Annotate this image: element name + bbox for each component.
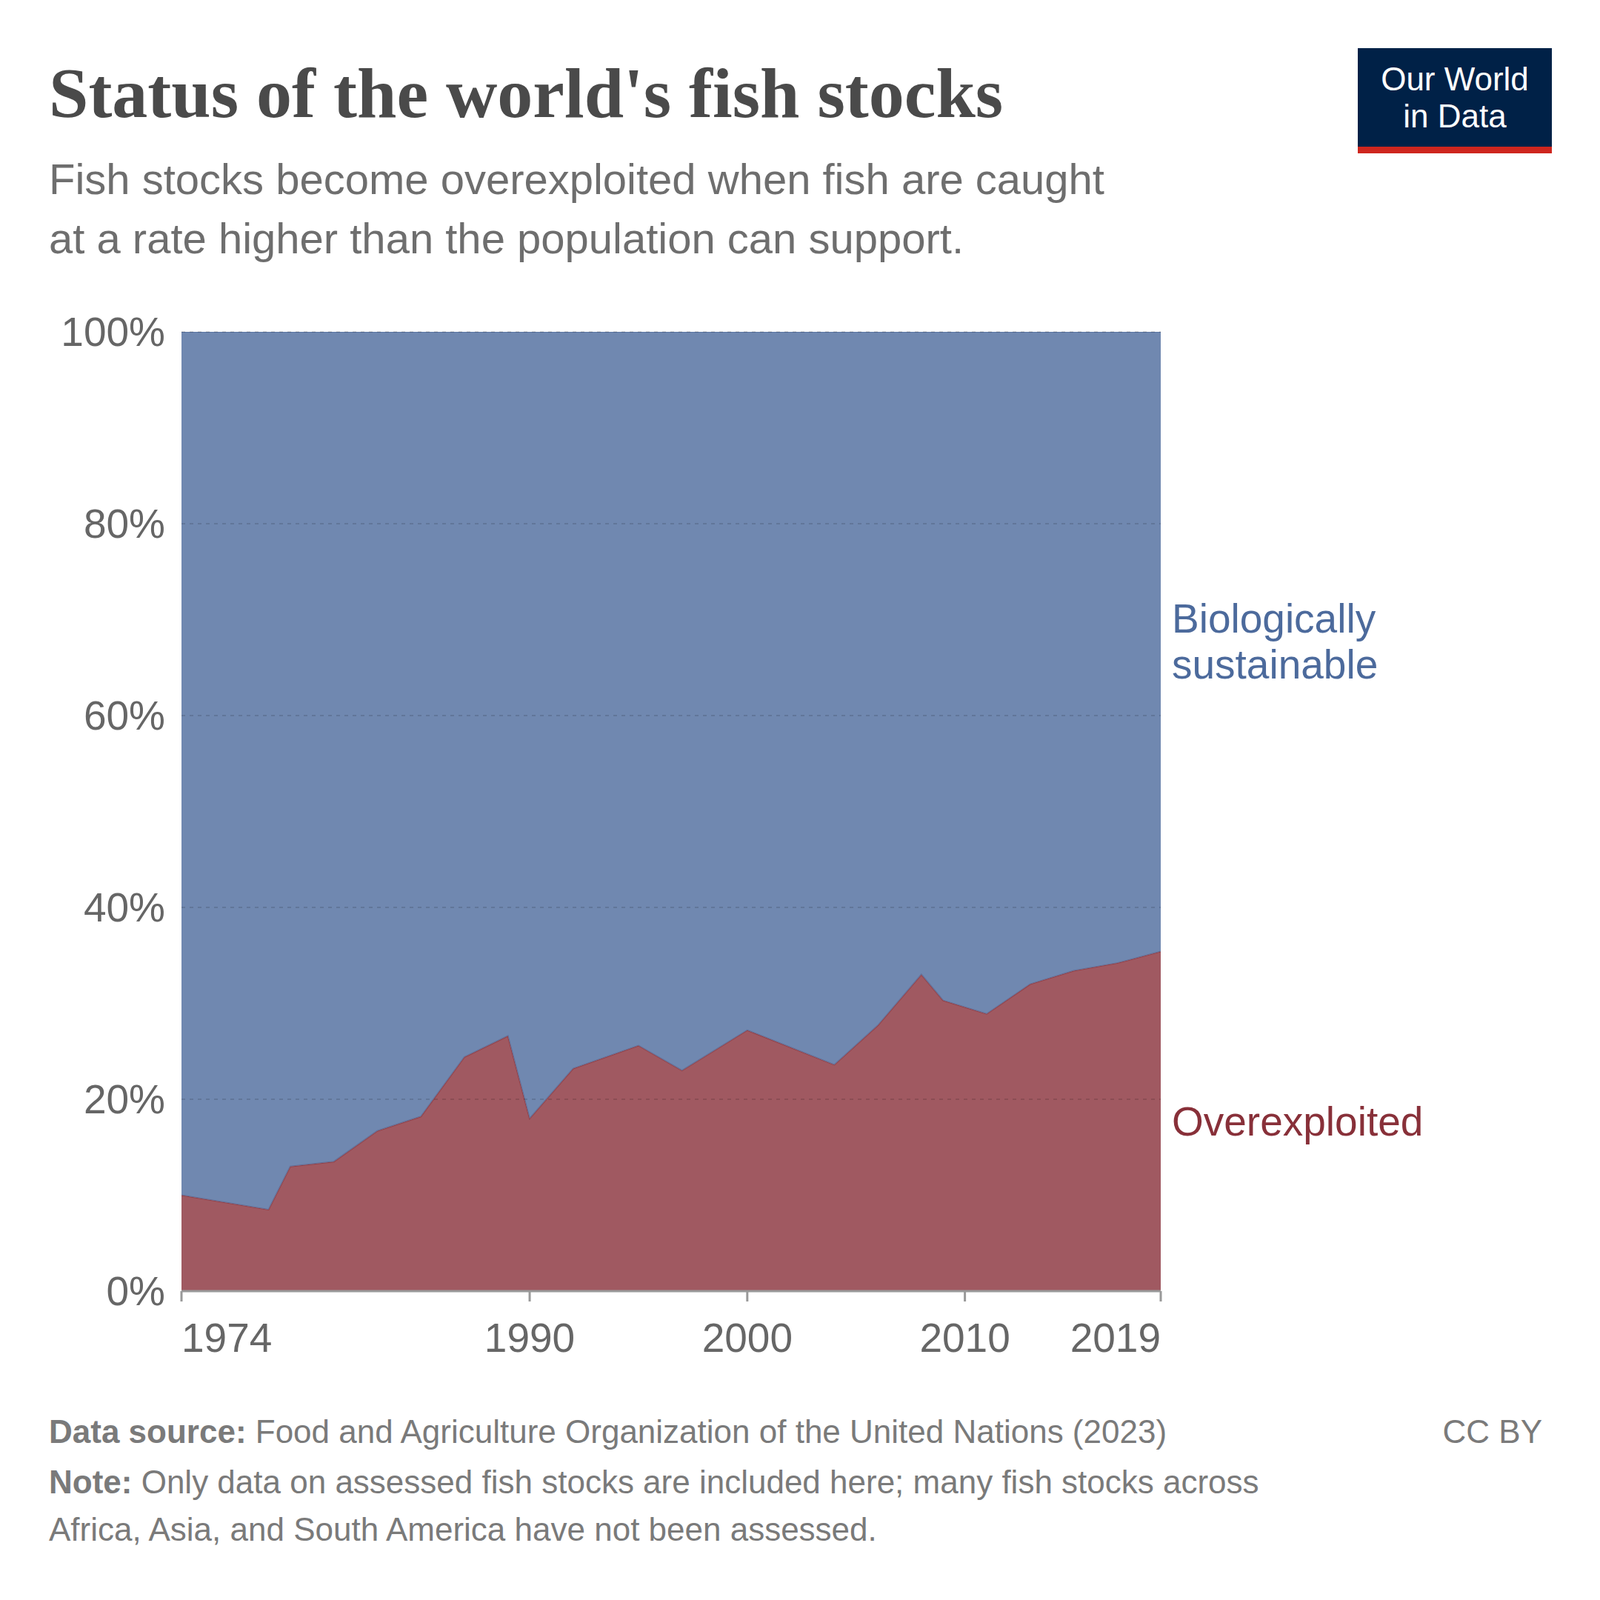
source-label: Data source: (48, 1413, 247, 1450)
grid-line (181, 906, 1161, 909)
x-tick (963, 1291, 966, 1302)
title: Status of the world's fish stocks (48, 53, 1003, 133)
x-axis (181, 1290, 1161, 1293)
x-tick (528, 1291, 532, 1302)
series-label-line: Overexploited (1171, 1098, 1423, 1145)
note: Note: Only data on assessed fish stocks … (48, 1463, 1260, 1500)
source: Data source: Food and Agriculture Organi… (48, 1413, 1167, 1450)
note-text: Africa, Asia, and South America have not… (48, 1511, 878, 1548)
y-tick-label: 40% (83, 884, 166, 931)
note-label: Note: (48, 1463, 142, 1500)
source-text: Food and Agriculture Organization of the… (246, 1413, 1168, 1450)
logo-text: Our World (1380, 60, 1529, 98)
x-tick-label: 2000 (702, 1314, 793, 1361)
chart: Status of the world's fish stocks Fish st… (0, 0, 1600, 1600)
series-label: Overexploited (1171, 1098, 1423, 1145)
y-tick-label: 80% (83, 500, 166, 547)
series-label-line: sustainable (1171, 641, 1378, 688)
y-tick-label: 100% (60, 308, 166, 355)
series-label: Biologicallysustainable (1171, 595, 1378, 688)
x-tick (745, 1291, 749, 1302)
logo-text: in Data (1402, 97, 1507, 135)
area-edge (181, 331, 1161, 333)
y-tick-label: 0% (106, 1268, 166, 1315)
grid-line (181, 714, 1161, 717)
subtitle: at a rate higher than the population can… (48, 214, 964, 263)
x-tick (180, 1291, 183, 1302)
area (181, 331, 1161, 1210)
y-tick-label: 20% (83, 1076, 166, 1123)
note: Africa, Asia, and South America have not… (48, 1511, 878, 1548)
x-tick-label: 2019 (1070, 1314, 1161, 1361)
x-tick-label: 1974 (181, 1314, 272, 1361)
grid-line (181, 331, 1161, 333)
x-tick (1160, 1291, 1163, 1302)
x-tick-label: 1990 (484, 1314, 575, 1361)
license: CC BY (1442, 1413, 1543, 1450)
plot-area (181, 331, 1161, 1292)
grid-line (181, 1098, 1161, 1100)
x-tick-label: 2010 (919, 1314, 1010, 1361)
subtitle: Fish stocks become overexploited when fi… (48, 154, 1105, 203)
logo-bar (1357, 146, 1552, 154)
grid-line (181, 522, 1161, 525)
logo-box (1357, 48, 1552, 147)
grid-line (181, 1290, 1161, 1292)
series-label-line: Biologically (1171, 595, 1377, 642)
y-tick-label: 60% (83, 692, 166, 739)
note-text: Only data on assessed fish stocks are in… (141, 1463, 1260, 1500)
